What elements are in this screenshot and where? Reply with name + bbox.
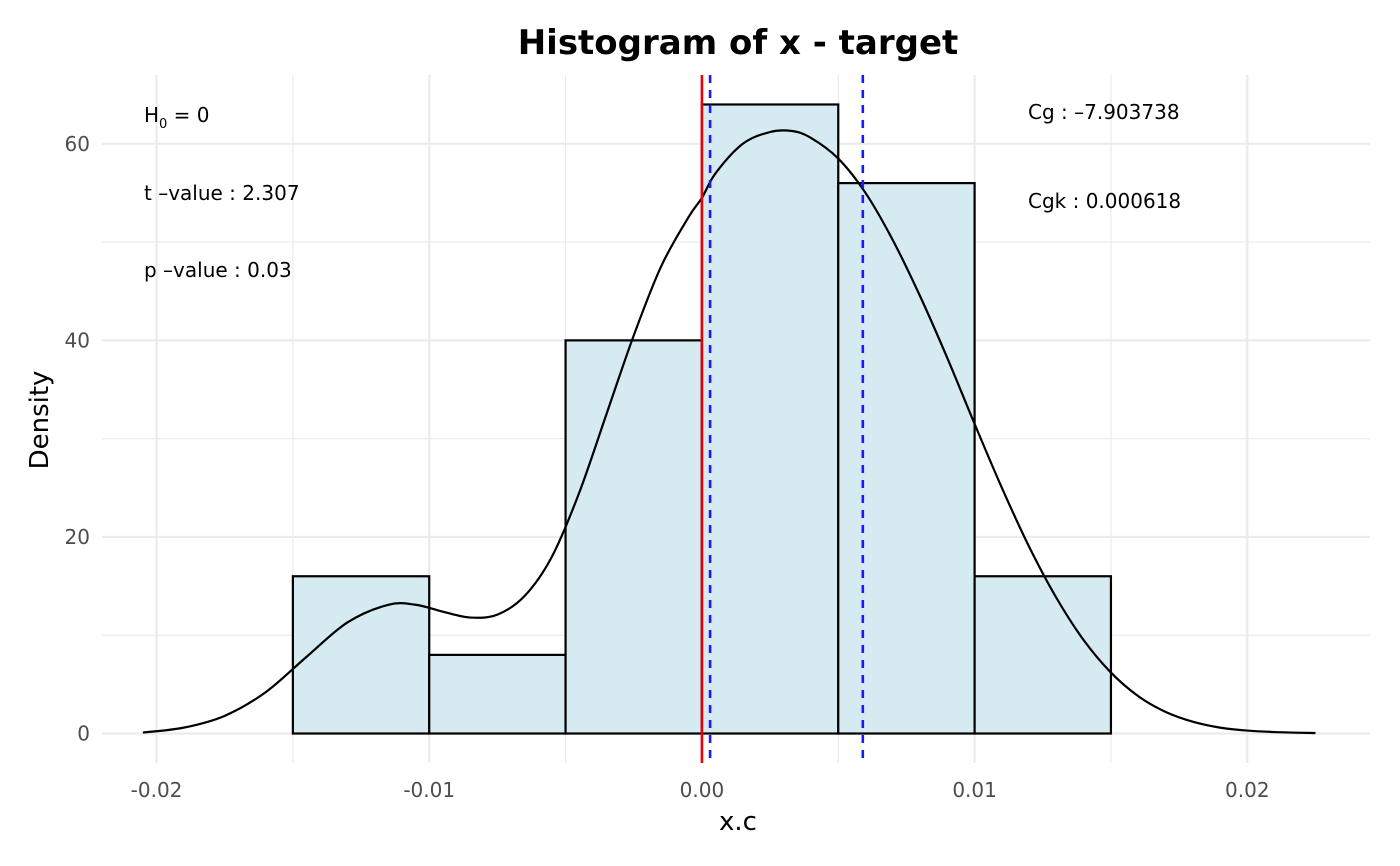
tick-labels-layer: -0.02 -0.01 0.00 0.01 0.02 0 20 40 60 bbox=[65, 132, 1270, 802]
cg-annotation: Cg : –7.903738 bbox=[1028, 100, 1180, 124]
x-tick-label: 0.01 bbox=[952, 778, 997, 802]
h0-rest: = 0 bbox=[167, 103, 209, 127]
x-axis-title: x.c bbox=[719, 807, 757, 837]
y-tick-label: 0 bbox=[77, 722, 90, 746]
reference-lines-layer bbox=[700, 75, 865, 763]
density-curve-layer bbox=[142, 129, 1316, 735]
x-tick-label: 0.02 bbox=[1225, 778, 1270, 802]
y-tick-label: 60 bbox=[65, 132, 90, 156]
bars-layer bbox=[291, 103, 1113, 735]
y-axis-title: Density bbox=[25, 371, 55, 470]
y-tick-label: 20 bbox=[65, 525, 90, 549]
histogram-bar-1 bbox=[291, 575, 431, 735]
x-tick-label: -0.02 bbox=[131, 778, 183, 802]
histogram-bar-5 bbox=[837, 182, 976, 735]
cgk-annotation: Cgk : 0.000618 bbox=[1028, 189, 1181, 213]
h0-subscript: 0 bbox=[159, 117, 167, 132]
p-value-annotation: p –value : 0.03 bbox=[144, 258, 292, 282]
chart-title: Histogram of x - target bbox=[518, 23, 959, 63]
x-tick-label: 0.00 bbox=[680, 778, 725, 802]
x-tick-label: -0.01 bbox=[403, 778, 455, 802]
h0-main: H bbox=[144, 103, 159, 127]
y-tick-label: 40 bbox=[65, 328, 90, 352]
density-curve bbox=[142, 129, 1316, 735]
histogram-bar-4 bbox=[700, 103, 840, 735]
histogram-bar-3 bbox=[564, 339, 704, 735]
histogram-bar-6 bbox=[973, 575, 1113, 735]
histogram-bar-2 bbox=[428, 653, 567, 735]
h0-annotation: H0 = 0 bbox=[144, 103, 210, 132]
t-value-annotation: t –value : 2.307 bbox=[144, 181, 300, 205]
